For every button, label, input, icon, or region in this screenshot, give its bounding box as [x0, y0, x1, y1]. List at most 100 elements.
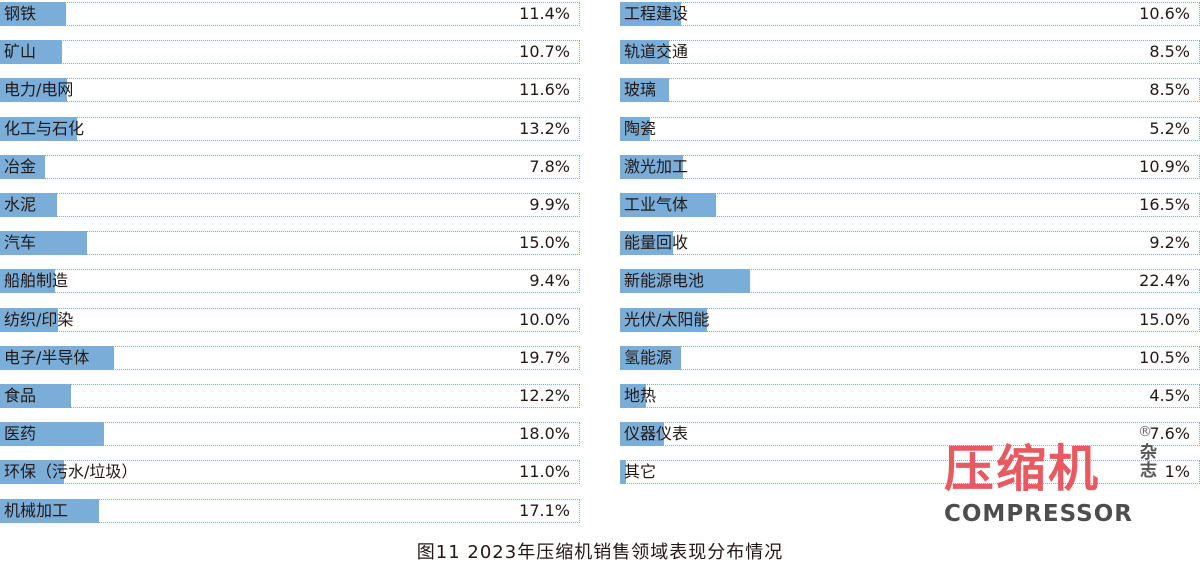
value-label: 5.2% — [1149, 118, 1190, 138]
bar-row: 激光加工 10.9% — [620, 154, 1200, 179]
value-label: 11.0% — [519, 462, 570, 482]
bar-row: 工程建设 10.6% — [620, 2, 1200, 26]
bar-row: 钢铁 11.4% — [0, 2, 580, 26]
bar-row: 能量回收 9.2% — [620, 231, 1200, 256]
category-label: 光伏/太阳能 — [624, 309, 710, 329]
bar-row: 轨道交通 8.5% — [620, 40, 1200, 65]
bar-track — [0, 2, 580, 26]
value-label: 10.6% — [1139, 4, 1190, 23]
value-label: 8.5% — [1149, 42, 1190, 62]
value-label: 11.4% — [519, 4, 570, 23]
bar-track — [620, 78, 1200, 103]
bar-row: 新能源电池 22.4% — [620, 269, 1200, 294]
category-label: 工程建设 — [624, 4, 689, 23]
value-label: 19.7% — [519, 347, 570, 367]
bar-track — [620, 231, 1200, 256]
bar — [620, 116, 651, 141]
bar — [0, 422, 105, 447]
category-label: 环保（污水/垃圾） — [4, 462, 138, 482]
bar-row: 食品 12.2% — [0, 384, 580, 408]
category-label: 仪器仪表 — [624, 424, 689, 444]
value-label: 9.2% — [1149, 233, 1190, 253]
value-label: 4.5% — [1149, 386, 1190, 405]
bar-row: 光伏/太阳能 15.0% — [620, 307, 1200, 332]
bar — [620, 231, 674, 256]
value-label: 10.9% — [1139, 156, 1190, 176]
bar — [0, 345, 115, 370]
bar — [620, 2, 682, 26]
category-label: 化工与石化 — [4, 118, 85, 138]
bar-row: 医药 18.0% — [0, 422, 580, 447]
bar — [0, 269, 55, 294]
category-label: 轨道交通 — [624, 42, 689, 62]
bar-track — [620, 307, 1200, 332]
bar-track — [0, 460, 580, 485]
category-label: 钢铁 — [4, 4, 37, 23]
bar-row: 电子/半导体 19.7% — [0, 345, 580, 370]
bar — [620, 40, 670, 65]
bar-row: 汽车 15.0% — [0, 231, 580, 256]
bar-row: 水泥 9.9% — [0, 193, 580, 217]
value-label: 17.1% — [519, 500, 570, 520]
bar-track — [620, 40, 1200, 65]
value-label: 16.5% — [1139, 195, 1190, 214]
category-label: 陶瓷 — [624, 118, 657, 138]
logo-chinese-name: 压缩机 — [944, 439, 1100, 498]
bar — [0, 460, 64, 485]
category-label: 船舶制造 — [4, 271, 69, 291]
bar — [0, 116, 77, 141]
bar — [0, 384, 71, 408]
bar-track — [0, 154, 580, 179]
value-label: 9.9% — [529, 195, 570, 214]
registered-mark: ® — [1138, 424, 1152, 440]
bar — [620, 154, 684, 179]
bar-row: 环保（污水/垃圾） 11.0% — [0, 460, 580, 485]
value-label: 9.4% — [529, 271, 570, 291]
bar — [0, 78, 68, 103]
figure-caption: 图11 2023年压缩机销售领域表现分布情况 — [416, 542, 784, 563]
bar — [0, 231, 87, 256]
value-label: 1% — [1164, 462, 1190, 482]
bar-track — [0, 269, 580, 294]
bar-track — [0, 116, 580, 141]
bar — [620, 345, 681, 370]
bar — [620, 460, 626, 485]
category-label: 矿山 — [4, 42, 37, 62]
bar-row: 纺织/印染 10.0% — [0, 307, 580, 332]
bar — [620, 307, 707, 332]
bar — [620, 78, 670, 103]
category-label: 氢能源 — [624, 347, 673, 367]
category-label: 其它 — [624, 462, 657, 482]
value-label: 12.2% — [519, 386, 570, 405]
bar-row: 船舶制造 9.4% — [0, 269, 580, 294]
bar — [0, 2, 67, 26]
bar-track — [0, 193, 580, 217]
value-label: 10.7% — [519, 42, 570, 62]
bar-row: 工业气体 16.5% — [620, 193, 1200, 217]
bar-track — [0, 78, 580, 103]
category-label: 新能源电池 — [624, 271, 705, 291]
value-label: 7.8% — [529, 156, 570, 176]
logo-side-text: 杂志 — [1140, 443, 1157, 481]
bar — [620, 384, 647, 408]
bar-track — [0, 384, 580, 408]
category-label: 医药 — [4, 424, 37, 444]
bar-track — [0, 231, 580, 256]
bar-track — [0, 307, 580, 332]
bar — [620, 193, 716, 217]
bar-row: 玻璃 8.5% — [620, 78, 1200, 103]
bar — [0, 40, 63, 65]
bar-track — [620, 345, 1200, 370]
logo-english-name: COMPRESSOR — [944, 501, 1133, 527]
value-label: 10.0% — [519, 309, 570, 329]
bar-track — [620, 116, 1200, 141]
value-label: 8.5% — [1149, 80, 1190, 100]
value-label: 13.2% — [519, 118, 570, 138]
bar — [0, 154, 46, 179]
category-label: 能量回收 — [624, 233, 689, 253]
bar — [0, 498, 100, 523]
bar-row: 矿山 10.7% — [0, 40, 580, 65]
bar — [0, 307, 58, 332]
category-label: 玻璃 — [624, 80, 657, 100]
category-label: 纺织/印染 — [4, 309, 74, 329]
